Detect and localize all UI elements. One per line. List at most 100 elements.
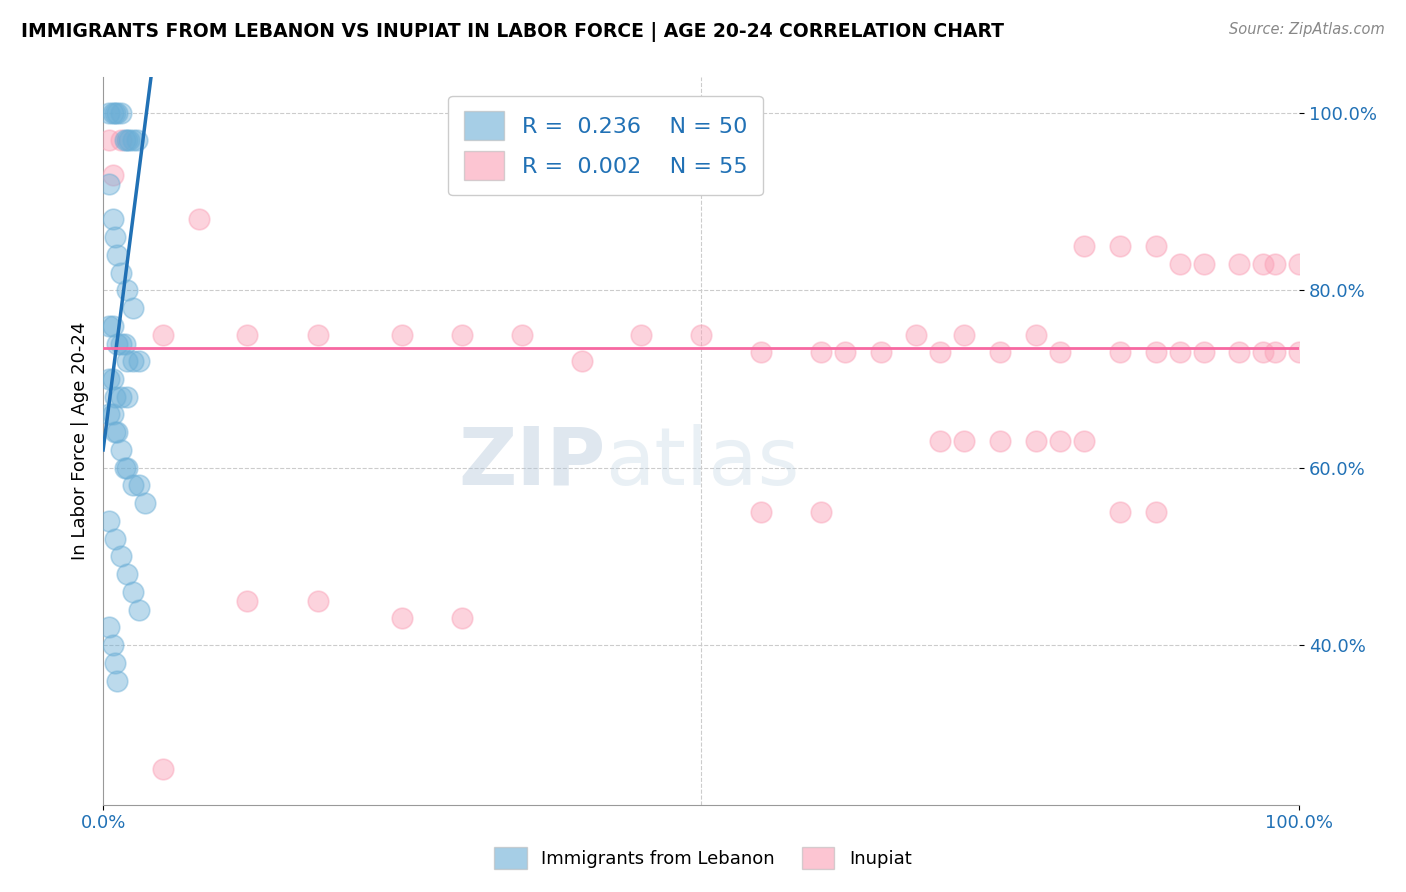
Point: [307, 593, 329, 607]
Point: [101, 168, 124, 182]
Point: [110, 106, 132, 120]
Point: [128, 602, 150, 616]
Point: [107, 336, 129, 351]
Point: [122, 478, 145, 492]
Point: [391, 327, 413, 342]
Point: [110, 390, 132, 404]
Point: [630, 327, 652, 342]
Point: [98, 620, 121, 634]
Point: [98, 106, 121, 120]
Legend: Immigrants from Lebanon, Inupiat: Immigrants from Lebanon, Inupiat: [485, 838, 921, 879]
Text: ZIP: ZIP: [458, 424, 606, 502]
Point: [749, 345, 772, 359]
Point: [98, 177, 121, 191]
Point: [98, 132, 121, 146]
Point: [571, 354, 593, 368]
Point: [1144, 239, 1167, 253]
Point: [104, 230, 127, 244]
Point: [98, 514, 121, 528]
Point: [1192, 257, 1215, 271]
Point: [110, 336, 132, 351]
Point: [187, 212, 209, 227]
Point: [101, 638, 124, 652]
Point: [115, 354, 138, 368]
Y-axis label: In Labor Force | Age 20-24: In Labor Force | Age 20-24: [72, 322, 89, 560]
Point: [128, 478, 150, 492]
Point: [451, 327, 474, 342]
Point: [114, 336, 136, 351]
Point: [749, 505, 772, 519]
Text: atlas: atlas: [606, 424, 800, 502]
Point: [1144, 345, 1167, 359]
Point: [101, 318, 124, 333]
Point: [1264, 257, 1286, 271]
Point: [235, 327, 257, 342]
Point: [101, 106, 124, 120]
Point: [1168, 257, 1191, 271]
Point: [510, 327, 533, 342]
Point: [107, 425, 129, 440]
Point: [104, 106, 127, 120]
Point: [391, 611, 413, 625]
Point: [115, 132, 138, 146]
Point: [988, 345, 1011, 359]
Point: [905, 327, 928, 342]
Point: [101, 372, 124, 386]
Point: [115, 460, 138, 475]
Point: [104, 390, 127, 404]
Point: [1073, 434, 1095, 448]
Point: [125, 132, 148, 146]
Point: [235, 593, 257, 607]
Point: [101, 212, 124, 227]
Point: [1108, 239, 1130, 253]
Text: IMMIGRANTS FROM LEBANON VS INUPIAT IN LABOR FORCE | AGE 20-24 CORRELATION CHART: IMMIGRANTS FROM LEBANON VS INUPIAT IN LA…: [21, 22, 1004, 42]
Text: Source: ZipAtlas.com: Source: ZipAtlas.com: [1229, 22, 1385, 37]
Point: [1229, 345, 1251, 359]
Point: [834, 345, 856, 359]
Point: [1253, 345, 1275, 359]
Point: [114, 460, 136, 475]
Point: [690, 327, 713, 342]
Point: [1049, 345, 1071, 359]
Point: [810, 505, 832, 519]
Point: [451, 611, 474, 625]
Point: [1073, 239, 1095, 253]
Point: [1288, 345, 1310, 359]
Point: [115, 390, 138, 404]
Point: [110, 549, 132, 564]
Point: [118, 132, 141, 146]
Point: [1229, 257, 1251, 271]
Point: [122, 584, 145, 599]
Point: [1108, 345, 1130, 359]
Point: [122, 132, 145, 146]
Point: [929, 345, 952, 359]
Point: [104, 425, 127, 440]
Point: [1049, 434, 1071, 448]
Point: [104, 532, 127, 546]
Point: [115, 567, 138, 582]
Point: [107, 248, 129, 262]
Point: [1144, 505, 1167, 519]
Point: [107, 106, 129, 120]
Point: [115, 283, 138, 297]
Point: [101, 408, 124, 422]
Point: [98, 318, 121, 333]
Point: [98, 408, 121, 422]
Point: [128, 354, 150, 368]
Point: [953, 434, 976, 448]
Point: [110, 132, 132, 146]
Point: [98, 372, 121, 386]
Point: [1253, 257, 1275, 271]
Point: [122, 354, 145, 368]
Point: [134, 496, 156, 510]
Point: [1025, 327, 1047, 342]
Point: [107, 673, 129, 688]
Point: [988, 434, 1011, 448]
Point: [110, 442, 132, 457]
Point: [1288, 257, 1310, 271]
Point: [1025, 434, 1047, 448]
Legend: R =  0.236    N = 50, R =  0.002    N = 55: R = 0.236 N = 50, R = 0.002 N = 55: [449, 95, 762, 195]
Point: [307, 327, 329, 342]
Point: [110, 266, 132, 280]
Point: [114, 132, 136, 146]
